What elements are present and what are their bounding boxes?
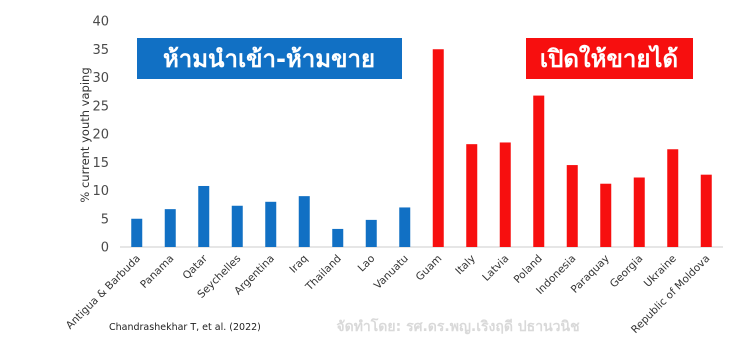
bar bbox=[131, 218, 143, 247]
x-tick-label: Panama bbox=[138, 253, 176, 291]
bar bbox=[365, 219, 377, 247]
x-tick-label: Italy bbox=[453, 253, 478, 278]
bar bbox=[600, 183, 612, 247]
bar bbox=[332, 228, 344, 247]
x-tick-label: Thailand bbox=[303, 253, 344, 294]
x-tick-label: Iraq bbox=[287, 253, 310, 276]
y-tick-label: 10 bbox=[92, 184, 109, 199]
bar bbox=[399, 207, 411, 247]
x-tick-label: Antigua & Barbuda bbox=[64, 253, 143, 332]
x-tick-label: Georgia bbox=[608, 253, 646, 291]
bar bbox=[265, 201, 277, 247]
bar bbox=[566, 165, 578, 247]
y-tick-label: 5 bbox=[101, 212, 109, 227]
x-tick-label: Qatar bbox=[180, 252, 210, 282]
bar bbox=[499, 142, 511, 247]
allow-banner-box bbox=[526, 38, 693, 79]
ban-banner-text: ห้ามนำเข้า-ห้ามขาย bbox=[163, 45, 375, 73]
ban-banner: ห้ามนำเข้า-ห้ามขาย bbox=[137, 38, 402, 79]
allow-banner-text: เปิดให้ขายได้ bbox=[540, 44, 678, 73]
x-tick-label: Latvia bbox=[480, 253, 511, 284]
bar bbox=[633, 177, 645, 247]
y-tick-label: 35 bbox=[92, 43, 109, 58]
bar bbox=[700, 174, 712, 247]
bar bbox=[533, 95, 545, 247]
y-tick-label: 30 bbox=[92, 71, 109, 86]
x-tick-label: Vanuatu bbox=[372, 253, 411, 292]
source-citation: Chandrashekhar T, et al. (2022) bbox=[109, 322, 261, 333]
x-tick-label: Guam bbox=[414, 253, 445, 284]
bar bbox=[198, 185, 210, 247]
bar bbox=[231, 205, 243, 247]
ban-banner-box bbox=[137, 38, 402, 79]
bar bbox=[466, 144, 478, 247]
y-tick-label: 0 bbox=[101, 241, 109, 256]
y-tick-label: 40 bbox=[92, 15, 109, 30]
bar bbox=[164, 209, 176, 247]
bar bbox=[432, 49, 444, 247]
allow-banner: เปิดให้ขายได้ bbox=[526, 38, 693, 79]
x-tick-label: Lao bbox=[356, 253, 378, 275]
y-axis-ticks: 0 5 10 15 20 25 30 35 40 bbox=[92, 15, 109, 256]
bar bbox=[298, 196, 310, 247]
x-tick-label: Poland bbox=[512, 253, 545, 286]
bars bbox=[131, 49, 712, 247]
credit-watermark: จัดทำโดย: รศ.ดร.พญ.เริงฤดี ปธานวนิช bbox=[336, 317, 580, 335]
y-tick-label: 20 bbox=[92, 128, 109, 143]
y-tick-label: 25 bbox=[92, 99, 109, 114]
bar bbox=[667, 149, 679, 247]
y-axis-label: % current youth vaping bbox=[78, 67, 92, 202]
y-tick-label: 15 bbox=[92, 156, 109, 171]
